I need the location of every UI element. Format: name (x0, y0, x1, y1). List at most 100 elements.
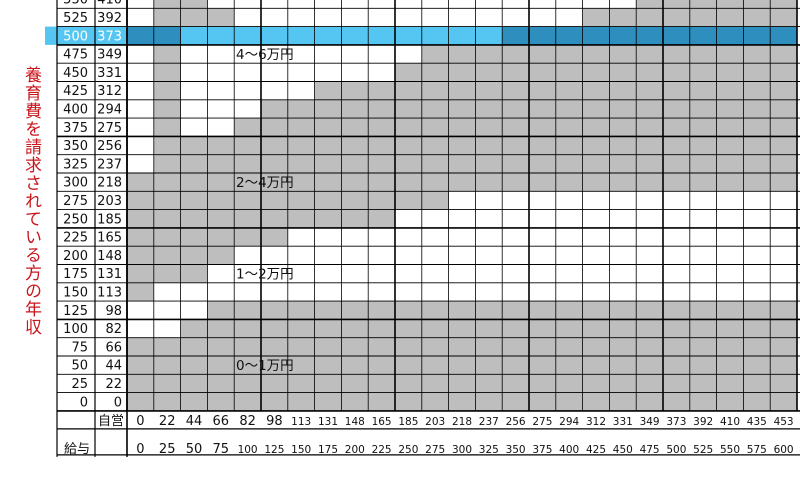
grid-cell (448, 26, 476, 45)
grid-cell (663, 227, 690, 247)
grid-cell (555, 209, 583, 228)
grid-cell (743, 374, 771, 393)
grid-cell (153, 0, 181, 9)
grid-cell (475, 154, 503, 173)
grid-cell (341, 356, 369, 375)
grid-cell (555, 264, 583, 283)
grid-cell (421, 392, 449, 411)
grid-cell (287, 374, 315, 393)
grid-cell (770, 26, 797, 45)
grid-cell (663, 246, 690, 265)
x-row1-tick: 82 (239, 414, 256, 429)
grid-cell (153, 337, 181, 356)
row-value-label: 82 (105, 322, 122, 337)
grid-cell (421, 0, 449, 9)
grid-cell (770, 63, 797, 82)
x-row1-tick: 373 (666, 416, 686, 428)
grid-cell (743, 301, 771, 320)
grid-cell (234, 63, 261, 82)
grid-cell (716, 8, 744, 27)
grid-cell (716, 246, 744, 265)
grid-cell (153, 319, 181, 338)
grid-cell (287, 246, 315, 265)
grid-cell (663, 44, 690, 64)
grid-cell (716, 0, 744, 9)
grid-cell (127, 44, 154, 64)
grid-cell (609, 8, 637, 27)
grid-cell (770, 264, 797, 283)
grid-cell (395, 173, 422, 192)
grid-cell (180, 319, 208, 338)
grid-cell (180, 356, 208, 375)
grid-cell (421, 209, 449, 228)
grid-cell (582, 154, 610, 173)
grid-cell (153, 246, 181, 265)
grid-cell (529, 337, 556, 356)
grid-cell (502, 301, 529, 320)
grid-cell (421, 63, 449, 82)
grid-cell (421, 319, 449, 338)
grid-cell (341, 173, 369, 192)
grid-cell (609, 282, 637, 302)
grid-cell (636, 44, 663, 64)
grid-cell (261, 136, 288, 155)
grid-cell (529, 392, 556, 411)
grid-cell (395, 246, 422, 265)
grid-cell (153, 44, 181, 64)
grid-cell (636, 81, 663, 100)
grid-cell (127, 0, 154, 9)
grid-cell (368, 154, 395, 173)
grid-cell (448, 227, 476, 247)
row-key-label: 250 (63, 212, 88, 227)
row-value-label: 237 (97, 157, 122, 172)
grid-cell (448, 392, 476, 411)
grid-cell (770, 136, 797, 155)
grid-cell (261, 319, 288, 338)
grid-cell (636, 374, 663, 393)
row-key-label: 475 (63, 48, 88, 63)
grid-cell (636, 63, 663, 82)
row-value-label: 275 (97, 121, 122, 136)
grid-cell (582, 301, 610, 320)
grid-cell (636, 99, 663, 119)
x-row2-title: 給与 (64, 442, 90, 457)
grid-cell (502, 81, 529, 100)
grid-cell (582, 356, 610, 375)
grid-cell (502, 99, 529, 119)
grid-cell (180, 246, 208, 265)
grid-cell (609, 319, 637, 338)
grid-cell (153, 301, 181, 320)
grid-cell (555, 301, 583, 320)
grid-cell (663, 209, 690, 228)
grid-cell (180, 301, 208, 320)
grid-cell (609, 63, 637, 82)
grid-cell (234, 264, 261, 283)
grid-cell (770, 154, 797, 173)
row-value-label: 165 (97, 231, 122, 246)
grid-cell (207, 282, 235, 302)
grid-cell (341, 0, 369, 9)
grid-cell (395, 118, 422, 137)
grid-cell (609, 264, 637, 283)
grid-cell (395, 8, 422, 27)
grid-cell (529, 356, 556, 375)
grid-cell (261, 246, 288, 265)
grid-cell (234, 374, 261, 393)
grid-cell (368, 118, 395, 137)
grid-cell (153, 81, 181, 100)
grid-cell (368, 0, 395, 9)
grid-cell (502, 44, 529, 64)
grid-cell (502, 118, 529, 137)
grid-cell (341, 319, 369, 338)
grid-cell (287, 392, 315, 411)
grid-cell (663, 319, 690, 338)
grid-cell (475, 0, 503, 9)
grid-cell (127, 118, 154, 137)
grid-cell (421, 246, 449, 265)
grid-cell (448, 81, 476, 100)
grid-cell (529, 227, 556, 247)
grid-cell (716, 63, 744, 82)
grid-cell (716, 392, 744, 411)
grid-cell (368, 301, 395, 320)
grid-cell (207, 136, 235, 155)
